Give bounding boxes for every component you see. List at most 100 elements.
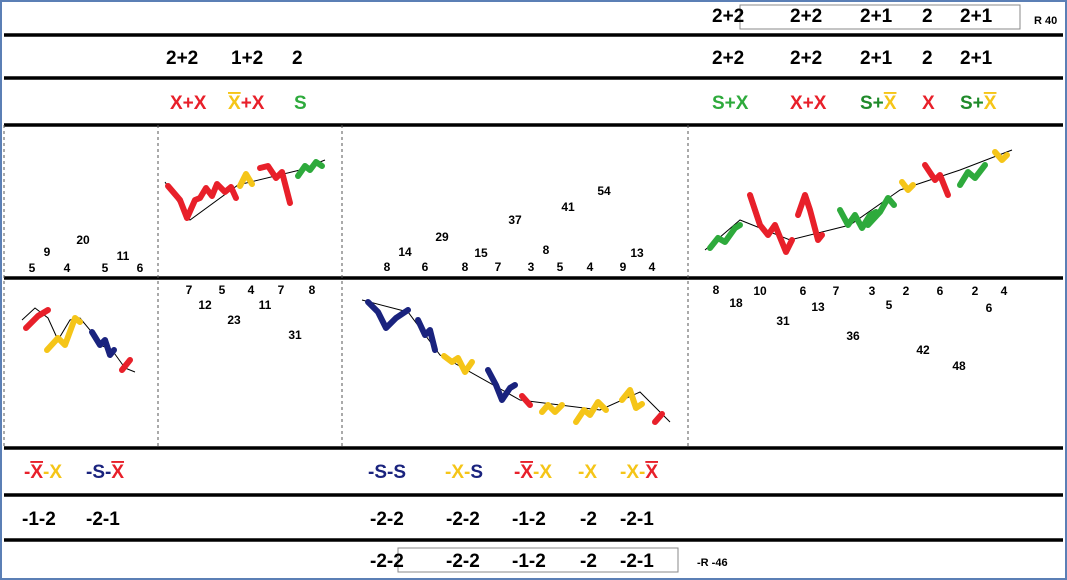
group-label: -2-1 [620, 551, 654, 572]
group-label: 2 [922, 6, 933, 27]
symbol-label: -X-X [514, 462, 552, 483]
wave-number: 18 [729, 296, 743, 310]
group-label: 2 [922, 48, 933, 69]
group-label: 2+2 [790, 48, 822, 69]
wave-number: 10 [753, 284, 767, 298]
symbol-part: -S-S [368, 462, 406, 483]
symbol-part: X [645, 462, 658, 483]
wave-number: 7 [278, 283, 285, 297]
wave-number: 4 [587, 260, 594, 274]
group-label: -2-2 [370, 551, 404, 572]
symbol-part: S+ [960, 93, 984, 114]
symbol-part: -X- [620, 462, 645, 483]
wave-number: 6 [137, 261, 144, 275]
symbol-part: S [294, 93, 307, 114]
zigzags [21, 149, 1013, 425]
symbol-part: - [24, 462, 30, 483]
symbol-label: S+X [960, 93, 997, 114]
group-label: 2+2 [790, 6, 822, 27]
rules [3, 33, 1063, 542]
group-label: 2 [292, 48, 303, 69]
symbol-label: -S-S [368, 462, 406, 483]
symbol-part: X [884, 93, 897, 114]
wave-number: 36 [846, 329, 860, 343]
symbol-label: S+X [712, 93, 749, 114]
group-label: 2+1 [960, 6, 993, 27]
wave-number: 15 [474, 246, 488, 260]
symbol-part: -X [43, 462, 62, 483]
group-label: 2+2 [712, 48, 744, 69]
wave-number: 13 [630, 246, 644, 260]
symbol-part: X+X [790, 93, 827, 114]
wave-number: 41 [561, 200, 575, 214]
wave-number: 6 [422, 260, 429, 274]
wave-number: 14 [398, 245, 412, 259]
group-label: -2-1 [620, 509, 654, 530]
wave-number: 4 [64, 261, 71, 275]
group-label: -2 [580, 551, 597, 572]
symbol-label: -X [578, 462, 597, 483]
group-label: 1+2 [231, 48, 263, 69]
symbol-part: X [520, 462, 533, 483]
symbol-label: X [922, 93, 935, 114]
symbol-part: X [922, 93, 935, 114]
symbol-part: S [470, 462, 483, 483]
wave-number: 5 [102, 261, 109, 275]
wave-number: 48 [952, 359, 966, 373]
symbol-label: -X-X [24, 462, 62, 483]
group-label: -2-2 [446, 509, 480, 530]
wave-number: 11 [259, 298, 272, 312]
wave-number: 12 [198, 298, 212, 312]
symbol-label: S [294, 93, 307, 114]
wave-number: 29 [435, 230, 449, 244]
wave-number: 6 [800, 284, 807, 298]
group-label: 2+1 [860, 48, 893, 69]
wave-number: 42 [916, 343, 930, 357]
symbol-part: -X- [445, 462, 470, 483]
wave-number: 8 [543, 243, 550, 257]
wave-number: 13 [811, 300, 825, 314]
symbol-part: X [228, 93, 241, 114]
top-box [739, 4, 1021, 30]
wave-number: 37 [508, 213, 522, 227]
wave-number: 2 [903, 284, 910, 298]
symbol-label: X+X [170, 93, 207, 114]
note: -R -46 [697, 557, 728, 569]
wave-number: 7 [186, 283, 193, 297]
symbol-part: - [514, 462, 520, 483]
group-label: -1-2 [22, 509, 56, 530]
wave-number: 20 [76, 233, 90, 247]
wave-number: 6 [937, 284, 944, 298]
wave-number: 5 [886, 298, 893, 312]
group-label: -2-2 [370, 509, 404, 530]
wave-number: 4 [1001, 284, 1008, 298]
wave-number: 2 [972, 284, 979, 298]
group-label: 2+2 [166, 48, 198, 69]
symbol-part: +X [241, 93, 265, 114]
symbol-part: -X [578, 462, 597, 483]
symbol-part: X [111, 462, 124, 483]
bottom-box [397, 547, 679, 573]
wave-number: 7 [495, 260, 502, 274]
wave-number: 31 [288, 328, 302, 342]
wave-number: 4 [649, 260, 656, 274]
wave-number: 5 [29, 261, 36, 275]
wave-number: 31 [776, 314, 790, 328]
group-label: 2+1 [860, 6, 893, 27]
wave-number: 5 [219, 283, 226, 297]
symbol-label: S+X [860, 93, 897, 114]
wave-number: 8 [713, 283, 720, 297]
symbol-part: -X [533, 462, 552, 483]
group-label: -2-1 [86, 509, 120, 530]
symbol-part: X [30, 462, 43, 483]
group-label: 2+1 [960, 48, 993, 69]
wave-number: 11 [117, 249, 130, 263]
symbol-part: X [984, 93, 997, 114]
wave-number: 6 [986, 301, 993, 315]
wave-number: 9 [620, 260, 627, 274]
group-label: -2-2 [446, 551, 480, 572]
wave-number: 7 [833, 284, 840, 298]
wave-number: 3 [869, 284, 876, 298]
